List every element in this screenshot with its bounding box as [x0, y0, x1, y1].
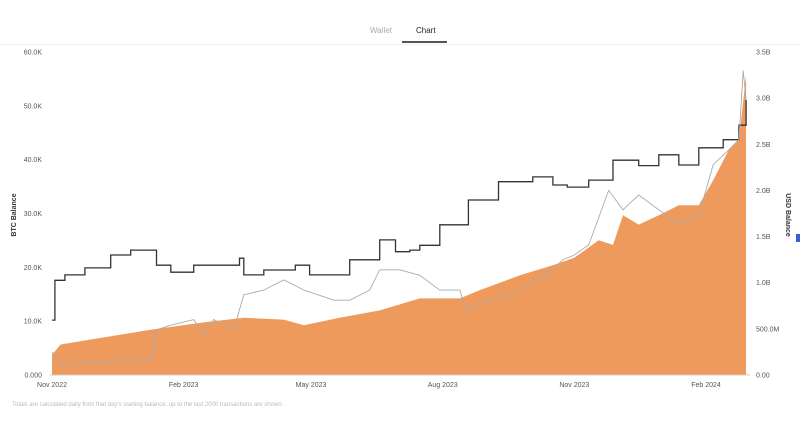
tab-bar: Wallet Chart	[0, 22, 800, 45]
left-tick-label: 60.0K	[24, 50, 43, 57]
footnote: Totals are calculated daily from that da…	[12, 402, 284, 408]
left-tick-label: 50.0K	[24, 103, 43, 110]
left-tick-label: 30.0K	[24, 211, 43, 218]
right-tick-label: 3.0B	[756, 96, 771, 103]
tab-wallet[interactable]: Wallet	[370, 26, 392, 35]
usd-balance-area	[52, 75, 747, 375]
scroll-indicator	[796, 234, 800, 242]
balance-chart[interactable]: BTC Balance USD Balance 0.000 10.0K 20.0K 3…	[0, 0, 800, 400]
x-tick-label: Aug 2023	[428, 382, 458, 389]
left-axis-title: BTC Balance	[11, 193, 18, 236]
btc-balance-line	[52, 99, 747, 321]
tab-chart[interactable]: Chart	[416, 26, 436, 35]
right-tick-label: 2.0B	[756, 188, 771, 195]
left-tick-label: 20.0K	[24, 265, 43, 272]
right-tick-label: 3.5B	[756, 50, 771, 57]
right-tick-label: 0.00	[756, 373, 770, 380]
right-axis-title: USD Balance	[784, 193, 791, 237]
right-tick-label: 500.0M	[756, 326, 780, 333]
right-tick-label: 2.5B	[756, 142, 771, 149]
x-tick-label: Feb 2023	[169, 382, 199, 389]
left-tick-label: 0.000	[24, 373, 42, 380]
left-tick-label: 10.0K	[24, 319, 43, 326]
area-layer	[52, 75, 747, 375]
axes: BTC Balance USD Balance	[11, 193, 791, 376]
right-tick-label: 1.5B	[756, 234, 771, 241]
x-tick-label: Feb 2024	[691, 382, 721, 389]
grey-balance-line	[51, 70, 747, 366]
x-tick-label: Nov 2023	[559, 382, 589, 389]
x-tick-label: May 2023	[296, 382, 327, 389]
x-tick-label: Nov 2022	[37, 382, 67, 389]
left-axis-ticks: 0.000 10.0K 20.0K 30.0K 40.0K 50.0K 60.0K	[24, 50, 43, 380]
left-tick-label: 40.0K	[24, 157, 43, 164]
right-axis-ticks: 0.00 500.0M 1.0B 1.5B 2.0B 2.5B 3.0B 3.5B	[756, 50, 780, 380]
x-axis-ticks: Nov 2022 Feb 2023 May 2023 Aug 2023 Nov 2023…	[37, 382, 721, 389]
line-layer	[51, 70, 747, 366]
active-tab-indicator	[402, 41, 447, 43]
right-tick-label: 1.0B	[756, 280, 771, 287]
